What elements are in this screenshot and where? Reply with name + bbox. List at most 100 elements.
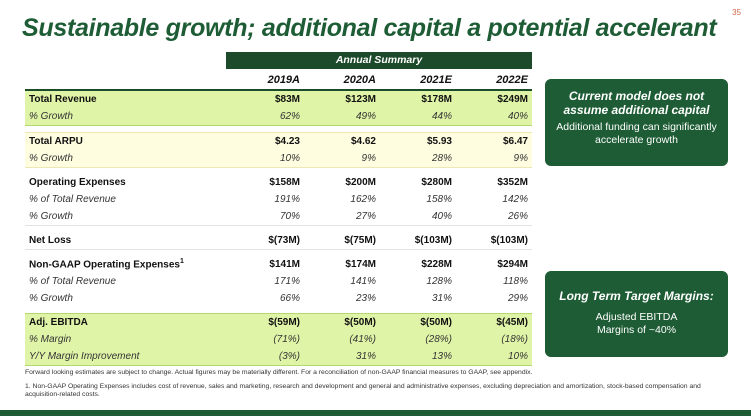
cell-2020a: $200M bbox=[345, 177, 376, 188]
row-label: % Margin bbox=[25, 331, 228, 348]
bottom-bar bbox=[0, 410, 751, 416]
row-label: % Growth bbox=[25, 208, 228, 226]
cell-2021e: $178M bbox=[380, 89, 456, 108]
cell-2019a: $83M bbox=[228, 89, 304, 108]
row-margin-improvement: Y/Y Margin Improvement (3%) 31% 13% 10% bbox=[25, 348, 532, 366]
cell-2021e: 31% bbox=[431, 293, 452, 304]
row-label: Adj. EBITDA bbox=[25, 313, 228, 331]
row-total-arpu: Total ARPU $4.23 $4.62 $5.93 $6.47 bbox=[25, 132, 532, 150]
row-label: Non-GAAP Operating Expenses1 bbox=[25, 256, 228, 273]
cell-2019a: $4.23 bbox=[228, 132, 304, 150]
callout-current-model-body: Additional funding can significantly acc… bbox=[556, 121, 717, 146]
row-net-loss: Net Loss $(73M) $(75M) $(103M) $(103M) bbox=[25, 232, 532, 250]
page-number: 35 bbox=[732, 8, 741, 17]
cell-2021e: 40% bbox=[380, 208, 456, 226]
cell-2022e: $294M bbox=[497, 259, 528, 270]
cell-2019a: $158M bbox=[269, 177, 300, 188]
row-label: Total Revenue bbox=[25, 89, 228, 108]
cell-2021e: 13% bbox=[380, 348, 456, 366]
header-blank bbox=[25, 71, 228, 91]
row-opex-growth: % Growth 70% 27% 40% 26% bbox=[25, 208, 532, 226]
cell-2020a: $123M bbox=[304, 89, 380, 108]
cell-2019a: (3%) bbox=[228, 348, 304, 366]
cell-2020a: $174M bbox=[345, 259, 376, 270]
callout-long-term-line1: Adjusted EBITDA bbox=[595, 311, 678, 323]
cell-2021e: $280M bbox=[421, 177, 452, 188]
row-ngaap-pct-revenue: % of Total Revenue 171% 141% 128% 118% bbox=[25, 273, 532, 290]
cell-2021e: (28%) bbox=[380, 331, 456, 348]
cell-2021e: $228M bbox=[421, 259, 452, 270]
row-label: Net Loss bbox=[25, 232, 228, 250]
cell-2022e: 10% bbox=[456, 348, 532, 366]
cell-2022e: 26% bbox=[456, 208, 532, 226]
cell-2019a: $(59M) bbox=[228, 313, 304, 331]
annual-summary-table: 2019A 2020A 2021E 2022E Total Revenue $8… bbox=[25, 71, 532, 366]
row-ebitda-margin: % Margin (71%) (41%) (28%) (18%) bbox=[25, 331, 532, 348]
cell-2020a: 27% bbox=[304, 208, 380, 226]
cell-2019a: 70% bbox=[228, 208, 304, 226]
slide-title: Sustainable growth; additional capital a… bbox=[22, 14, 717, 42]
row-non-gaap-opex: Non-GAAP Operating Expenses1 $141M $174M… bbox=[25, 256, 532, 273]
footnote-marker: 1 bbox=[179, 258, 184, 266]
year-2021e: 2021E bbox=[380, 71, 456, 91]
cell-2021e: 158% bbox=[426, 194, 452, 205]
row-opex-pct-revenue: % of Total Revenue 191% 162% 158% 142% bbox=[25, 191, 532, 208]
year-2022e: 2022E bbox=[456, 71, 532, 91]
spacer bbox=[25, 126, 532, 133]
cell-2020a: 141% bbox=[350, 276, 376, 287]
annual-summary-header: Annual Summary bbox=[226, 52, 532, 69]
cell-2020a: 23% bbox=[355, 293, 376, 304]
cell-2021e: 44% bbox=[380, 108, 456, 126]
callout-long-term-line2: Margins of ~40% bbox=[596, 324, 677, 336]
cell-2019a: 62% bbox=[228, 108, 304, 126]
cell-2020a: $4.62 bbox=[304, 132, 380, 150]
footnote-1: 1. Non-GAAP Operating Expenses includes … bbox=[25, 382, 701, 399]
cell-2019a: 66% bbox=[279, 293, 300, 304]
cell-2022e: 118% bbox=[503, 276, 528, 287]
cell-2022e: $352M bbox=[497, 177, 528, 188]
cell-2021e: 28% bbox=[380, 150, 456, 168]
row-label: % Growth bbox=[25, 108, 228, 126]
cell-2021e: 128% bbox=[426, 276, 452, 287]
footnotes: Forward looking estimates are subject to… bbox=[25, 369, 725, 405]
cell-2022e: $249M bbox=[456, 89, 532, 108]
cell-2020a: $(75M) bbox=[304, 232, 380, 250]
row-arpu-growth: % Growth 10% 9% 28% 9% bbox=[25, 150, 532, 168]
callout-current-model-heading: Current model does not assume additional… bbox=[563, 89, 710, 117]
year-2019a: 2019A bbox=[228, 71, 304, 91]
row-operating-expenses: Operating Expenses $158M $200M $280M $35… bbox=[25, 174, 532, 191]
cell-2022e: $(103M) bbox=[456, 232, 532, 250]
cell-2020a: $(50M) bbox=[304, 313, 380, 331]
cell-2019a: (71%) bbox=[228, 331, 304, 348]
row-ngaap-growth: % Growth 66% 23% 31% 29% bbox=[25, 290, 532, 307]
callout-long-term-margins: Long Term Target Margins: Adjusted EBITD… bbox=[545, 271, 728, 357]
row-label: Operating Expenses bbox=[29, 177, 126, 188]
cell-2019a: $141M bbox=[269, 259, 300, 270]
cell-2019a: 10% bbox=[228, 150, 304, 168]
cell-2022e: $(45M) bbox=[456, 313, 532, 331]
row-total-revenue: Total Revenue $83M $123M $178M $249M bbox=[25, 89, 532, 108]
cell-2022e: 142% bbox=[502, 194, 528, 205]
row-label: % Growth bbox=[29, 293, 73, 304]
cell-2019a: $(73M) bbox=[228, 232, 304, 250]
forward-looking-note: Forward looking estimates are subject to… bbox=[25, 369, 533, 376]
cell-2021e: $5.93 bbox=[380, 132, 456, 150]
row-label: % of Total Revenue bbox=[29, 194, 116, 205]
year-2020a: 2020A bbox=[304, 71, 380, 91]
callout-long-term-heading: Long Term Target Margins: bbox=[559, 289, 714, 303]
cell-2019a: 171% bbox=[274, 276, 300, 287]
cell-2020a: 49% bbox=[304, 108, 380, 126]
cell-2022e: 29% bbox=[507, 293, 528, 304]
row-revenue-growth: % Growth 62% 49% 44% 40% bbox=[25, 108, 532, 126]
cell-2022e: 9% bbox=[456, 150, 532, 168]
cell-2019a: 191% bbox=[274, 194, 300, 205]
callout-current-model: Current model does not assume additional… bbox=[545, 79, 728, 166]
row-label: % of Total Revenue bbox=[29, 276, 116, 287]
cell-2020a: 162% bbox=[350, 194, 376, 205]
row-adj-ebitda: Adj. EBITDA $(59M) $(50M) $(50M) $(45M) bbox=[25, 313, 532, 331]
row-label: % Growth bbox=[25, 150, 228, 168]
cell-2022e: 40% bbox=[456, 108, 532, 126]
cell-2021e: $(50M) bbox=[380, 313, 456, 331]
cell-2020a: 9% bbox=[304, 150, 380, 168]
callout-long-term-body: Adjusted EBITDA Margins of ~40% bbox=[553, 311, 720, 337]
